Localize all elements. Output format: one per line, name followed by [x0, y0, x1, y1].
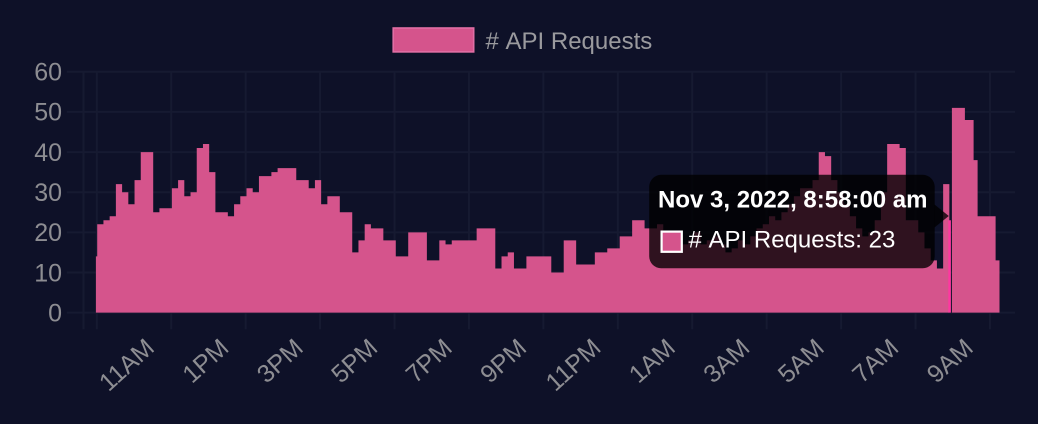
svg-text:# API Requests: # API Requests	[486, 28, 653, 55]
svg-text:10: 10	[34, 259, 62, 287]
svg-text:0: 0	[48, 299, 62, 327]
svg-text:20: 20	[34, 219, 62, 247]
svg-text:40: 40	[34, 139, 62, 167]
svg-text:60: 60	[34, 59, 62, 87]
svg-text:30: 30	[34, 179, 62, 207]
svg-text:50: 50	[34, 99, 62, 127]
svg-text:Nov 3, 2022, 8:58:00 am: Nov 3, 2022, 8:58:00 am	[658, 186, 928, 213]
svg-text:# API Requests: 23: # API Requests: 23	[689, 226, 896, 253]
